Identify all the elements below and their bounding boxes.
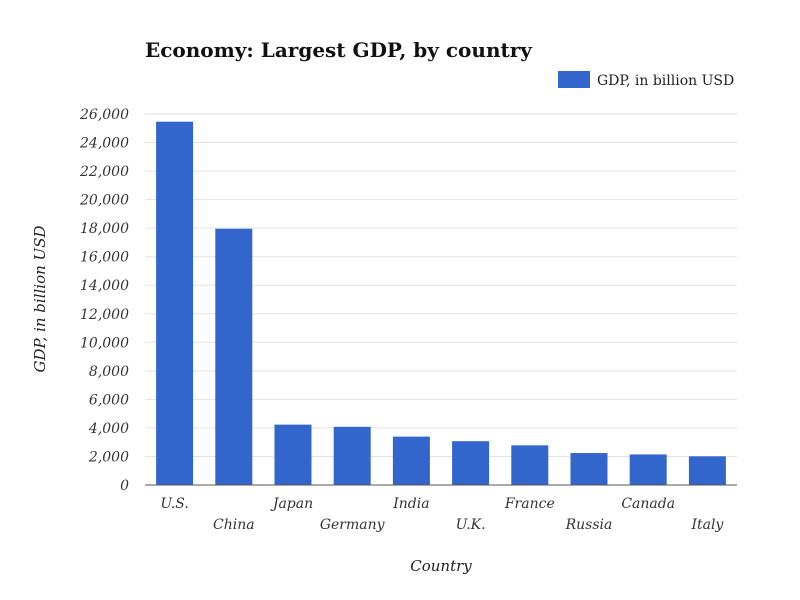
bar: [688, 456, 726, 485]
y-tick-label: 22,000: [79, 164, 129, 180]
bar: [452, 441, 490, 485]
x-axis-title: Country: [410, 557, 472, 575]
chart-title: Economy: Largest GDP, by country: [145, 38, 533, 62]
x-tick-label: Canada: [621, 496, 675, 512]
y-tick-label: 18,000: [80, 221, 129, 237]
y-tick-label: 10,000: [80, 335, 129, 351]
x-tick-label: U.S.: [160, 496, 189, 512]
bar: [392, 436, 430, 485]
y-tick-label: 6,000: [89, 392, 129, 408]
bars: [156, 121, 726, 485]
y-axis-title: GDP, in billion USD: [31, 225, 49, 372]
bar: [629, 454, 667, 485]
x-tick-label: China: [213, 517, 255, 533]
bar: [570, 453, 608, 485]
y-tick-label: 12,000: [80, 307, 129, 323]
y-tick-label: 8,000: [89, 364, 129, 380]
bar: [156, 121, 194, 485]
x-tick-label: Italy: [690, 517, 724, 533]
legend: GDP, in billion USD: [558, 71, 734, 89]
legend-label: GDP, in billion USD: [597, 73, 734, 89]
x-tick-label: India: [392, 496, 429, 512]
y-tick-label: 0: [120, 478, 129, 494]
bar: [274, 424, 312, 485]
x-axis-ticks: U.S. China Japan Germany India U.K. France Russ…: [160, 496, 724, 533]
bar: [511, 445, 549, 485]
y-tick-label: 2,000: [88, 449, 129, 465]
x-tick-label: U.K.: [456, 517, 486, 533]
y-tick-label: 4,000: [88, 421, 129, 437]
x-tick-label: France: [504, 496, 555, 512]
x-tick-label: Russia: [565, 517, 613, 533]
x-tick-label: Germany: [320, 517, 386, 533]
bar: [333, 426, 371, 485]
y-tick-label: 24,000: [79, 136, 129, 152]
y-tick-label: 16,000: [80, 250, 129, 266]
y-tick-label: 14,000: [80, 278, 129, 294]
x-tick-label: Japan: [270, 496, 313, 512]
legend-swatch: [558, 71, 590, 88]
bar: [215, 228, 253, 485]
y-axis-ticks: 0 2,000 4,000 6,000 8,000 10,000 12,000 14,000 1…: [79, 107, 129, 494]
y-tick-label: 26,000: [79, 107, 129, 123]
y-tick-label: 20,000: [79, 193, 129, 209]
